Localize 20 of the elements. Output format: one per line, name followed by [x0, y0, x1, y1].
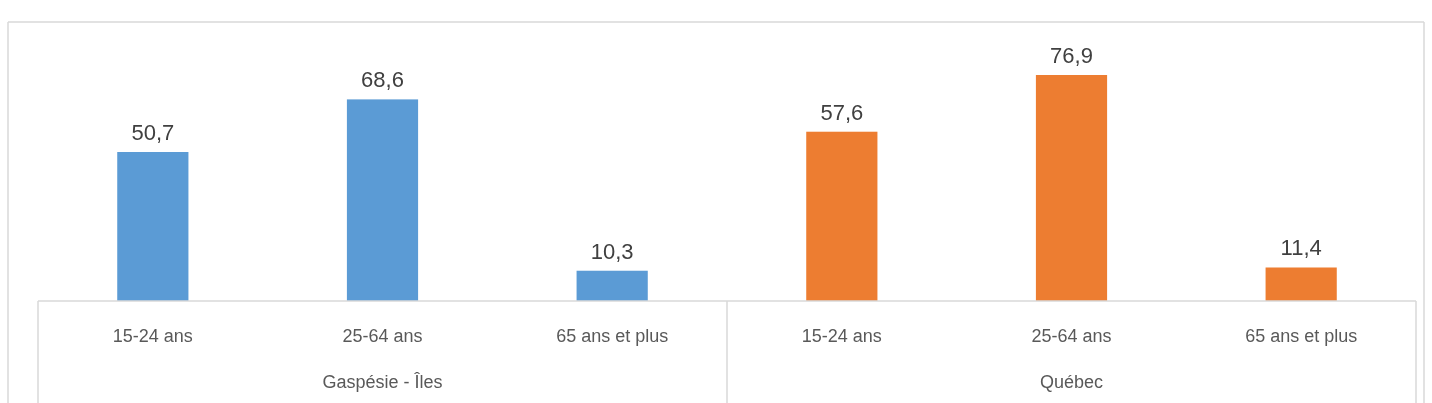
- data-label: 68,6: [361, 67, 404, 93]
- x-tick-label: 65 ans et plus: [1245, 326, 1358, 346]
- bar: [1265, 267, 1337, 301]
- data-label: 57,6: [820, 99, 864, 125]
- data-label: 10,3: [590, 238, 634, 264]
- bar: [576, 270, 648, 301]
- data-label: 11,4: [1280, 235, 1322, 261]
- text: Québec: [1039, 372, 1104, 392]
- x-tick-label: 65 ans et plus: [556, 326, 669, 346]
- bar: [806, 131, 878, 301]
- bar: [117, 152, 189, 301]
- data-label: 76,9: [1050, 43, 1093, 68]
- x-tick-label: 25-64 ans: [1031, 326, 1112, 346]
- bar: [1035, 75, 1108, 301]
- bar: [346, 99, 419, 301]
- x-tick-label: 15-24 ans: [801, 326, 882, 346]
- x-tick-label: 15-24 ans: [112, 326, 193, 346]
- data-label: 50,7: [131, 120, 175, 145]
- x-tick-label: 25-64 ans: [342, 326, 423, 346]
- text: Gaspésie - Îles: [322, 372, 443, 392]
